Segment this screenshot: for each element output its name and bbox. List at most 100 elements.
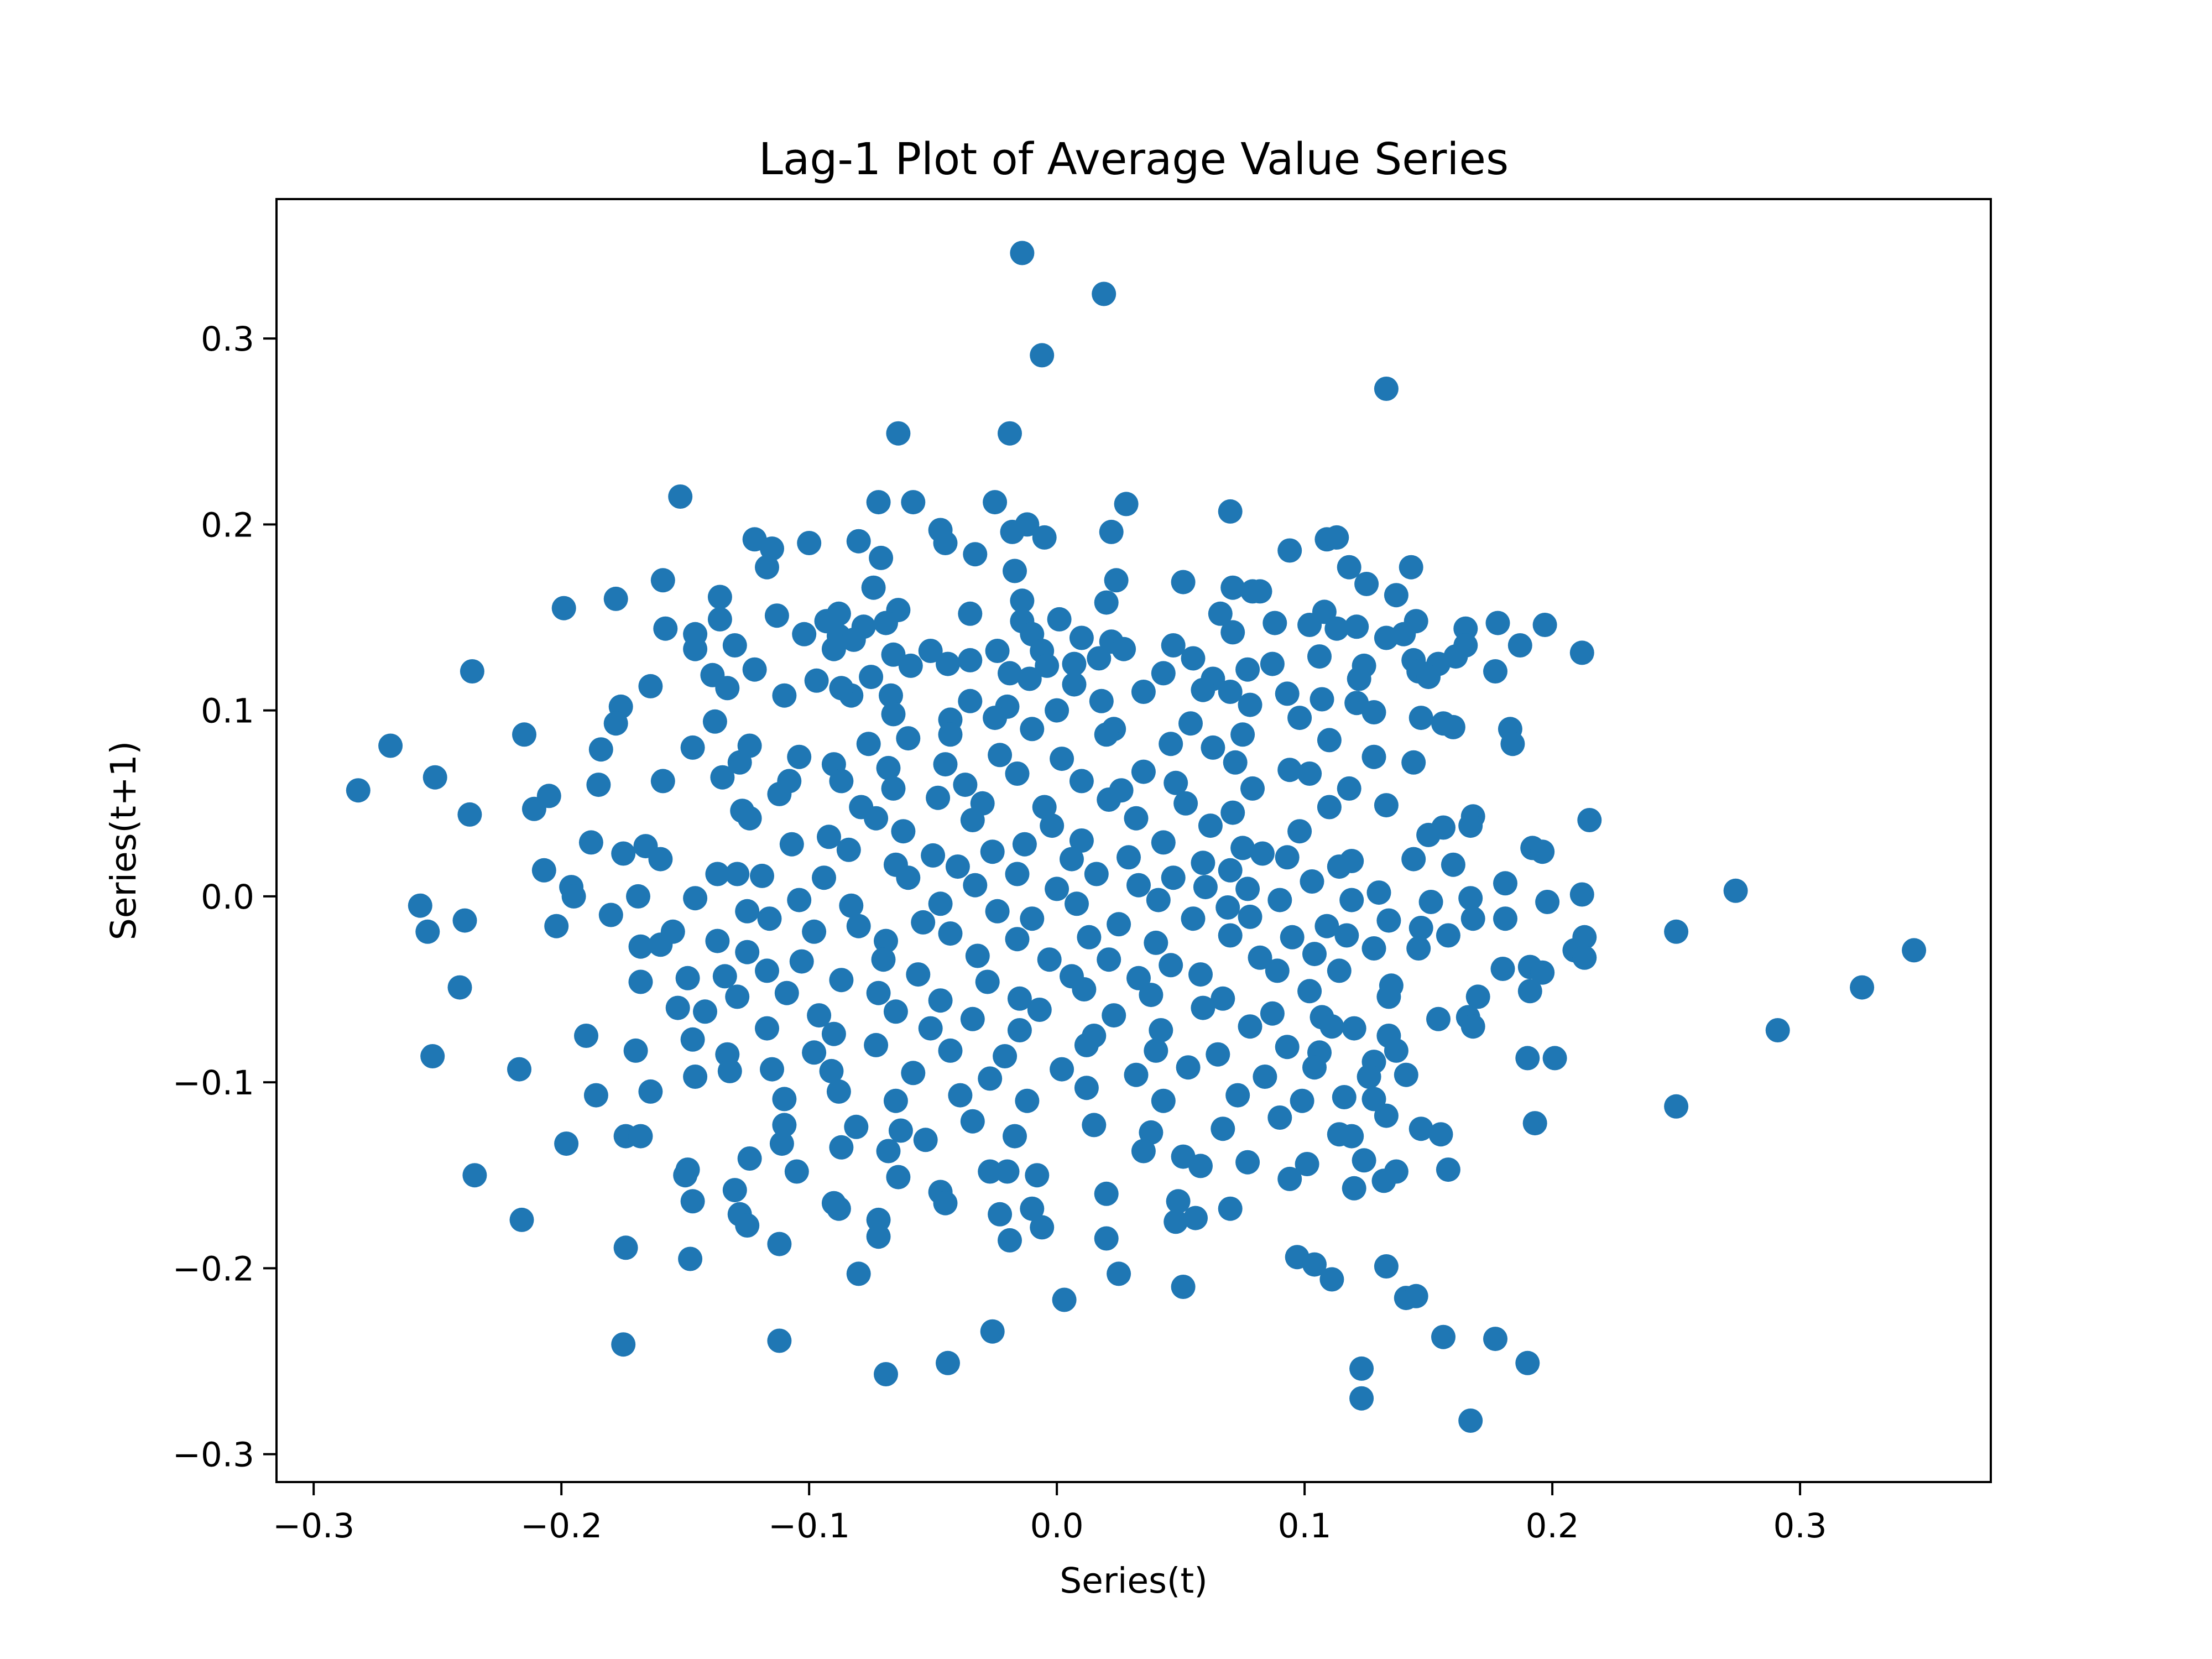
scatter-point (1542, 1046, 1567, 1071)
scatter-point (1218, 1196, 1243, 1221)
scatter-point (787, 744, 812, 769)
scatter-point (881, 776, 906, 801)
scatter-point (1218, 680, 1243, 704)
scatter-point (583, 1083, 608, 1108)
scatter-point (1159, 953, 1183, 978)
scatter-point (1032, 795, 1057, 820)
scatter-point (1191, 995, 1215, 1020)
scatter-point (866, 1207, 891, 1232)
scatter-point (874, 611, 898, 635)
scatter-point (1223, 750, 1248, 775)
scatter-point (1302, 1055, 1327, 1080)
scatter-point (864, 806, 889, 831)
y-tick-label: −0.1 (173, 1063, 254, 1103)
scatter-point (998, 421, 1022, 446)
scatter-point (574, 1024, 598, 1048)
scatter-point (531, 858, 556, 883)
scatter-point (886, 421, 911, 446)
scatter-point (859, 665, 884, 690)
scatter-point (1297, 761, 1322, 786)
scatter-point (1401, 847, 1426, 872)
scatter-point (1339, 1124, 1364, 1149)
scatter-point (650, 769, 675, 794)
scatter-point (1327, 958, 1352, 983)
scatter-point (1220, 800, 1245, 825)
scatter-point (1302, 1252, 1327, 1277)
x-axis-label: Series(t) (1060, 1561, 1208, 1601)
scatter-point (1077, 925, 1102, 950)
scatter-point (891, 819, 916, 844)
scatter-point (755, 1016, 779, 1041)
y-tick-label: 0.3 (201, 320, 254, 359)
scatter-point (1426, 1006, 1451, 1031)
scatter-point (829, 1135, 854, 1160)
scatter-point (1218, 499, 1243, 524)
scatter-point (1235, 657, 1260, 682)
scatter-point (1037, 947, 1062, 972)
scatter-point (933, 752, 958, 777)
scatter-point (1201, 735, 1225, 760)
scatter-point (829, 968, 854, 993)
scatter-point (1250, 841, 1275, 866)
scatter-point (826, 1196, 851, 1221)
scatter-point (1349, 1356, 1374, 1381)
scatter-point (772, 1087, 797, 1112)
scatter-point (1092, 281, 1117, 306)
scatter-point (1569, 640, 1594, 665)
scatter-point (901, 490, 926, 515)
scatter-point (638, 674, 663, 698)
scatter-point (1171, 570, 1196, 594)
scatter-point (1065, 891, 1089, 916)
scatter-point (715, 676, 740, 701)
scatter-point (1238, 692, 1262, 717)
scatter-point (1354, 572, 1379, 596)
scatter-point (1173, 791, 1198, 816)
scatter-point (1493, 871, 1517, 896)
scatter-point (1030, 1215, 1055, 1240)
scatter-point (1117, 845, 1141, 870)
scatter-point (1178, 711, 1203, 736)
scatter-point (1240, 776, 1265, 801)
scatter-point (945, 854, 970, 879)
scatter-point (1408, 916, 1433, 940)
scatter-point (735, 1213, 760, 1238)
scatter-point (1275, 681, 1300, 706)
scatter-point (1337, 776, 1361, 801)
scatter-point (1530, 960, 1555, 985)
scatter-point (911, 910, 936, 935)
scatter-point (797, 531, 822, 555)
scatter-point (1151, 1088, 1176, 1113)
scatter-point (821, 1021, 846, 1046)
scatter-point (819, 1058, 844, 1083)
scatter-point (988, 743, 1013, 768)
scatter-point (1297, 979, 1322, 1004)
scatter-point (829, 676, 854, 701)
scatter-point (683, 1065, 708, 1089)
scatter-point (1384, 1038, 1408, 1063)
scatter-point (1144, 930, 1168, 955)
scatter-point (1005, 862, 1030, 886)
scatter-point (735, 899, 760, 924)
scatter-point (1225, 1083, 1250, 1108)
scatter-point (963, 873, 988, 898)
scatter-point (874, 1362, 898, 1386)
scatter-point (1198, 813, 1223, 838)
scatter-point (836, 837, 861, 862)
scatter-point (420, 1044, 445, 1068)
scatter-point (1300, 869, 1324, 894)
scatter-point (802, 1040, 827, 1065)
scatter-point (1020, 1196, 1045, 1221)
scatter-point (1112, 637, 1136, 661)
scatter-point (864, 1032, 889, 1057)
scatter-point (628, 934, 653, 959)
scatter-point (1517, 979, 1542, 1004)
scatter-point (1275, 1035, 1300, 1060)
scatter-point (623, 1038, 648, 1063)
scatter-point (802, 919, 827, 944)
scatter-point (1850, 975, 1875, 1000)
scatter-point (1530, 839, 1555, 864)
scatter-point (1030, 343, 1055, 368)
scatter-point (1188, 1154, 1213, 1178)
scatter-point (1102, 1003, 1126, 1028)
scatter-point (760, 1057, 784, 1082)
